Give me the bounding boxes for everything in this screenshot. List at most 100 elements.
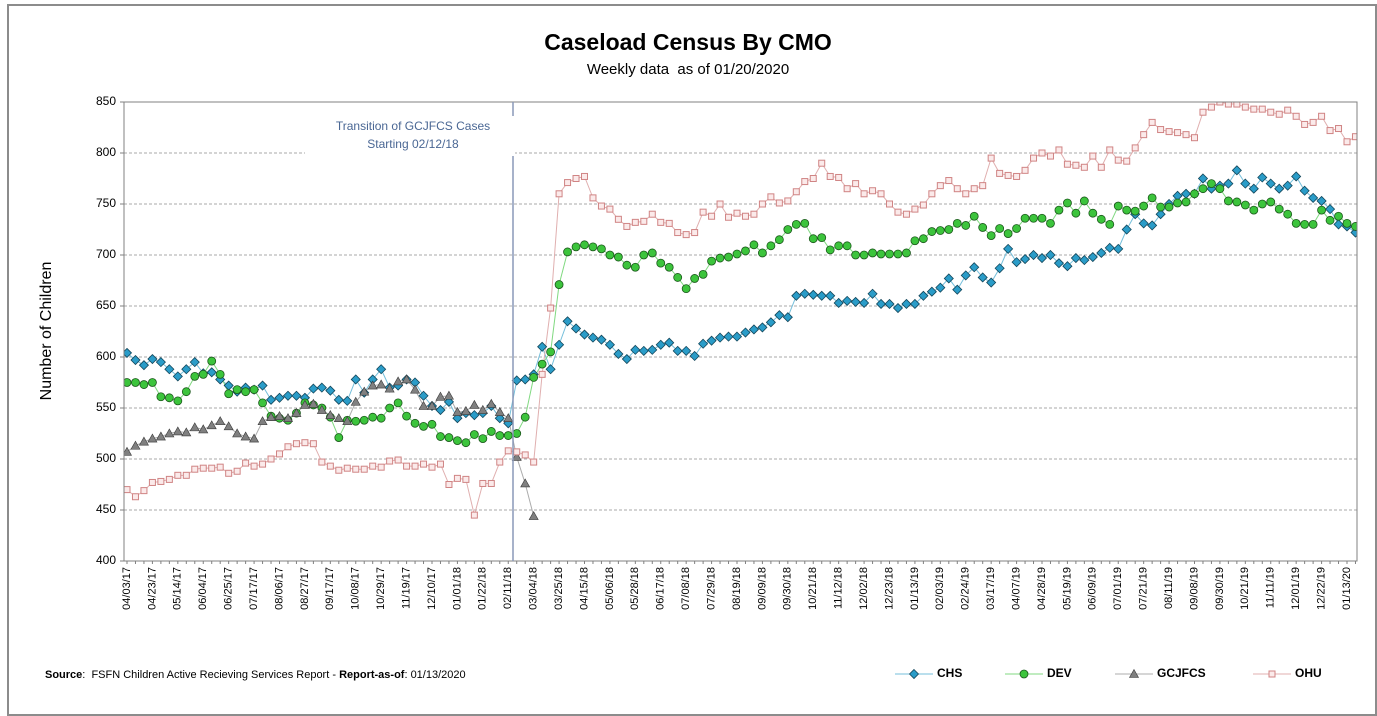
marker xyxy=(369,462,377,470)
marker xyxy=(420,460,428,468)
marker xyxy=(894,208,902,216)
marker xyxy=(791,219,801,229)
marker xyxy=(657,218,665,226)
legend-item: OHU xyxy=(1253,666,1322,680)
marker xyxy=(503,431,513,440)
x-tick-label: 01/22/18 xyxy=(477,567,489,610)
marker xyxy=(825,245,835,255)
x-tick-label: 12/01/19 xyxy=(1290,567,1302,610)
marker xyxy=(547,304,555,312)
marker xyxy=(665,219,673,227)
marker xyxy=(435,391,446,401)
marker xyxy=(1291,218,1301,228)
marker xyxy=(1054,205,1064,215)
y-tick-label: 500 xyxy=(96,451,116,465)
marker xyxy=(987,154,995,162)
legend-label: OHU xyxy=(1295,666,1322,680)
footer-label: Report-as-of xyxy=(339,669,405,681)
marker xyxy=(225,469,233,477)
marker xyxy=(1011,257,1022,268)
marker xyxy=(673,273,683,282)
marker xyxy=(969,262,980,273)
marker xyxy=(198,369,208,379)
marker xyxy=(1104,242,1115,253)
marker xyxy=(1325,215,1335,225)
marker xyxy=(970,185,978,193)
marker xyxy=(1257,199,1267,209)
marker xyxy=(335,466,343,474)
marker xyxy=(172,371,183,382)
marker xyxy=(215,416,226,426)
marker xyxy=(816,290,827,301)
marker xyxy=(148,378,157,387)
marker xyxy=(792,188,800,196)
marker xyxy=(342,395,353,406)
marker xyxy=(1224,102,1232,108)
marker xyxy=(419,421,428,431)
marker xyxy=(640,217,648,225)
marker xyxy=(478,434,488,444)
marker xyxy=(1316,195,1327,207)
marker xyxy=(944,225,954,234)
marker xyxy=(774,310,785,321)
marker xyxy=(842,241,852,251)
marker xyxy=(1292,112,1300,120)
marker xyxy=(842,295,853,306)
marker xyxy=(282,390,294,401)
marker xyxy=(249,433,260,443)
footer-label: Source xyxy=(45,669,82,681)
marker xyxy=(767,193,775,201)
marker xyxy=(597,202,605,210)
marker xyxy=(223,421,234,431)
marker xyxy=(530,458,538,466)
marker xyxy=(885,249,894,259)
x-tick-label: 07/01/19 xyxy=(1112,567,1124,610)
marker xyxy=(512,429,522,438)
x-tick-label: 12/22/19 xyxy=(1315,567,1327,610)
marker xyxy=(241,387,251,397)
marker xyxy=(233,467,241,475)
marker xyxy=(191,465,199,473)
marker xyxy=(1199,108,1207,116)
marker xyxy=(276,450,283,458)
marker xyxy=(1071,208,1081,218)
marker xyxy=(817,233,827,243)
marker xyxy=(1070,252,1081,264)
marker xyxy=(818,159,826,167)
marker xyxy=(1248,183,1259,194)
marker xyxy=(1274,183,1285,194)
marker xyxy=(259,460,267,468)
marker xyxy=(1155,209,1166,220)
marker xyxy=(707,256,716,266)
marker xyxy=(1030,154,1038,162)
marker xyxy=(316,404,327,414)
marker xyxy=(131,493,139,501)
marker xyxy=(1139,201,1149,211)
marker xyxy=(875,298,887,310)
marker xyxy=(1012,224,1021,233)
marker xyxy=(597,244,606,254)
y-tick-label: 800 xyxy=(96,145,116,159)
marker xyxy=(172,426,183,436)
marker xyxy=(402,411,411,421)
marker xyxy=(1249,205,1259,215)
marker xyxy=(758,200,766,208)
marker xyxy=(784,197,792,205)
marker xyxy=(604,339,615,350)
x-tick-label: 09/09/18 xyxy=(756,567,768,610)
marker xyxy=(215,369,225,379)
marker xyxy=(265,394,277,405)
marker xyxy=(801,178,809,186)
marker xyxy=(181,387,191,397)
marker xyxy=(638,345,649,356)
marker xyxy=(427,419,437,429)
marker xyxy=(384,383,395,393)
marker xyxy=(426,400,438,410)
x-tick-label: 10/21/18 xyxy=(807,567,819,610)
marker xyxy=(1174,129,1182,137)
marker xyxy=(952,218,962,228)
marker xyxy=(876,249,886,259)
x-tick-label: 03/17/19 xyxy=(985,567,997,610)
marker xyxy=(758,248,767,258)
marker xyxy=(834,241,844,251)
